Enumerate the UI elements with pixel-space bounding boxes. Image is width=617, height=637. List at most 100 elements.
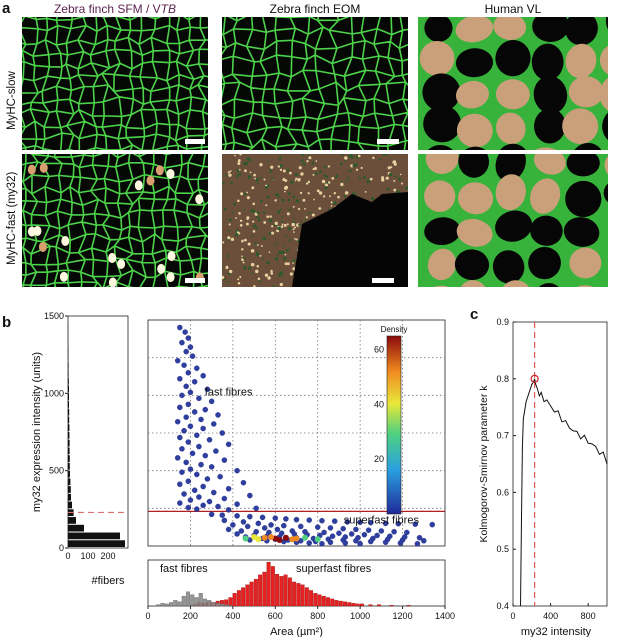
fast-fibre-point (217, 473, 223, 480)
fast-fibre-point (215, 503, 221, 510)
fast-fibre-point (194, 506, 200, 512)
colorbar-title: Density (381, 325, 408, 334)
superfast-fibre-point (244, 523, 251, 530)
fast-fibre-point (182, 329, 188, 335)
histogram-bar (68, 524, 84, 532)
superfast-bar (326, 597, 330, 607)
superfast-bar (321, 595, 326, 607)
histogram-bar (68, 385, 69, 393)
superfast-bar (258, 574, 263, 607)
fast-fibre-point (221, 495, 228, 502)
y-tick-label: 1000 (44, 388, 64, 398)
superfast-fibre-point (268, 522, 274, 528)
fast-fibre-point (196, 395, 202, 402)
superfast-bar (300, 584, 305, 607)
histogram-frame (67, 315, 129, 549)
superfast-fibre-point (348, 531, 355, 537)
superfast-fibre-point (395, 520, 402, 527)
superfast-bar (275, 574, 280, 607)
x-tick-label: 100 (80, 551, 95, 561)
fast-fibre-point (189, 450, 196, 457)
fast-fibre-point (177, 500, 183, 506)
superfast-fibre-point (306, 540, 312, 546)
histogram-bar (68, 532, 120, 540)
fast-fibre-point (234, 467, 240, 474)
superfast-fibre-point (293, 516, 300, 523)
area-intensity-scatter: fast fibres superfast fibres Density 20 40 60 (147, 319, 446, 547)
x-tick-label: 1000 (350, 611, 370, 621)
superfast-fibre-point (230, 522, 236, 528)
ks-parameter-chart: 0.4 0.5 0.6 0.7 0.8 0.9 0 400 800 my32 intensity K… (478, 317, 608, 637)
fast-fibre-point (179, 392, 185, 399)
x-axis-label: #fibers (91, 575, 125, 587)
superfast-fibre-point (208, 511, 215, 518)
scale-bar (185, 139, 205, 144)
superfast-fibre-point (416, 534, 423, 541)
histogram-bar (68, 408, 70, 416)
x-tick-label: 0 (65, 551, 70, 561)
fast-fibre-point (208, 398, 215, 405)
superfast-fibre-point (238, 528, 245, 534)
fast-fibre-point (183, 414, 189, 420)
fast-fibre-point (198, 416, 204, 423)
fast-fibre-point (213, 448, 219, 454)
colorbar-tick-label: 40 (374, 399, 384, 409)
y-tick-label: 0.9 (496, 317, 509, 327)
fast-fibre-point (194, 432, 200, 439)
ks-curve (520, 378, 608, 607)
superfast-bar (406, 605, 411, 607)
y-tick-label: 500 (49, 466, 64, 476)
fast-fibre-point (225, 485, 232, 492)
annotation-superfast-fibres: superfast fibres (296, 563, 372, 575)
histogram-bar (68, 540, 125, 547)
column-title-sfm-italic: TB (160, 2, 177, 16)
fast-bar (228, 605, 233, 607)
superfast-bar (228, 597, 233, 607)
superfast-fibre-point (327, 525, 334, 531)
fast-fibre-point (225, 507, 232, 513)
panel-b-label: b (2, 314, 12, 331)
superfast-bar (279, 576, 284, 607)
superfast-fibre-point (336, 530, 342, 536)
micrograph-human-slow-image (418, 17, 608, 150)
ks-frame (512, 321, 608, 607)
fast-fibre-point (181, 491, 187, 497)
fast-fibre-point (179, 469, 185, 475)
fast-bar (215, 603, 220, 607)
fast-fibre-point (179, 339, 185, 346)
superfast-fibre-point (240, 519, 247, 525)
superfast-fibre-point (329, 533, 336, 539)
superfast-bar (338, 600, 343, 607)
superfast-fibre-point (429, 521, 436, 528)
fast-fibre-point (179, 446, 185, 452)
histogram-bar (68, 370, 69, 377)
fast-fibre-point (200, 425, 206, 432)
superfast-bar (283, 574, 288, 607)
scale-bar (377, 139, 399, 144)
micrograph-human-fast-image (418, 154, 608, 287)
fast-fibre-point (253, 505, 259, 512)
histogram-bar (68, 517, 76, 524)
fast-fibre-point (211, 489, 217, 496)
fast-fibre-point (187, 344, 194, 350)
micrograph-sfm-fast-image (22, 154, 208, 287)
y-tick-label: 0.8 (496, 374, 509, 384)
row-label-myhc-slow: MyHC-slow (6, 71, 18, 130)
superfast-bar (249, 581, 254, 607)
superfast-bar (389, 605, 394, 607)
fast-bar (224, 604, 229, 607)
fast-fibre-point (191, 409, 198, 415)
fast-fibre-point (177, 376, 183, 382)
fast-bar (219, 603, 224, 607)
superfast-bar (232, 593, 237, 607)
fast-fibre-point (196, 443, 202, 450)
fast-fibre-point (204, 476, 211, 482)
fast-bar (186, 591, 190, 607)
fast-bar (181, 595, 186, 607)
x-tick-label: 800 (310, 611, 325, 621)
high-density-point (242, 535, 249, 542)
annotation-fast-fibres: fast fibres (205, 386, 253, 398)
fast-fibre-point (219, 430, 225, 436)
area-histogram: 0 200 400 600 800 1000 1200 1400 Area (µm²) fast … (145, 559, 455, 637)
colorbar (386, 335, 402, 515)
